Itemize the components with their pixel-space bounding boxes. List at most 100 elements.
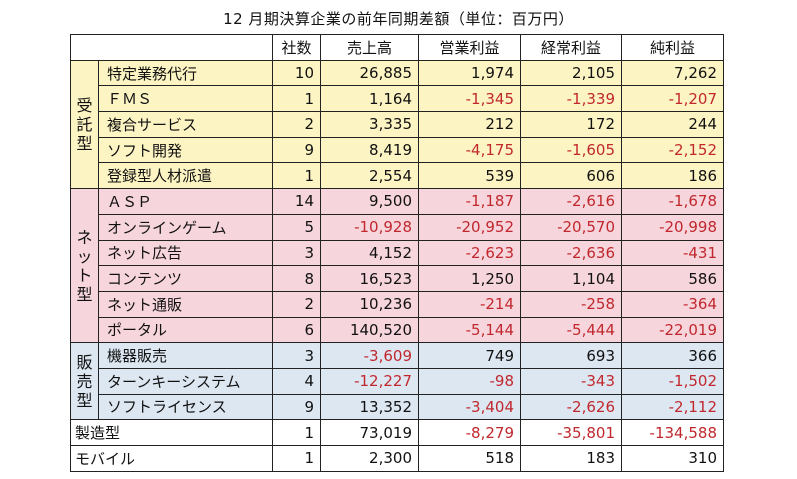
count-cell: 3 (272, 239, 321, 267)
net-profit-cell: -431 (621, 239, 724, 267)
table-row: オンラインゲーム 5 -10,928 -20,952 -20,570 -20,998 (71, 213, 724, 241)
group-label: 受託型 (70, 59, 99, 190)
count-cell: 5 (272, 213, 321, 241)
table-row: ネット型 ＡＳＰ 14 9,500 -1,187 -2,616 -1,678 (70, 188, 724, 344)
ordinary-profit-cell: -20,570 (520, 213, 622, 241)
row-name-cell: オンラインゲーム (98, 213, 273, 241)
row-name-cell: 特定業務代行 (98, 59, 273, 87)
table-row: 販売型 機器販売 3 -3,609 749 693 366 (70, 342, 724, 421)
table-row: 製造型 1 73,019 -8,279 -35,801 -134,588 (70, 419, 724, 446)
net-profit-cell: -134,588 (621, 419, 724, 446)
ordinary-profit-cell: -1,605 (520, 136, 622, 164)
ordinary-profit-cell: -2,636 (520, 239, 622, 267)
row-name-cell: コンテンツ (98, 265, 273, 292)
row-name-cell: 複合サービス (98, 111, 273, 138)
group-label-text: 販売型 (76, 352, 93, 410)
table-row: ネット通販 2 10,236 -214 -258 -364 (71, 290, 724, 318)
ordinary-profit-cell: -2,626 (520, 393, 622, 421)
sales-cell: 9,500 (320, 188, 419, 215)
group-label-text: 受託型 (76, 95, 93, 153)
ordinary-profit-cell: -35,801 (520, 419, 622, 446)
operating-profit-cell: 749 (418, 342, 521, 369)
ordinary-profit-cell: -258 (520, 290, 622, 318)
sales-cell: 2,554 (320, 162, 419, 190)
operating-profit-cell: -3,404 (418, 393, 521, 421)
sales-cell: 13,352 (320, 393, 419, 421)
row-name-cell: 機器販売 (98, 342, 273, 369)
header-sales: 売上高 (320, 34, 419, 61)
ordinary-profit-cell: -5,444 (520, 316, 622, 344)
net-profit-cell: -2,152 (621, 136, 724, 164)
count-cell: 4 (272, 367, 321, 395)
ordinary-profit-cell: 2,105 (520, 59, 622, 87)
row-name-cell: ソフト開発 (98, 136, 273, 164)
ordinary-profit-cell: 183 (520, 445, 622, 472)
sales-cell: 73,019 (320, 419, 419, 446)
sales-cell: -10,928 (320, 213, 419, 241)
ordinary-profit-cell: 693 (520, 342, 622, 369)
header-operating-profit: 営業利益 (418, 34, 521, 61)
row-name-cell: ネット通販 (98, 290, 273, 318)
row-name-cell: ポータル (98, 316, 273, 344)
net-profit-cell: -20,998 (621, 213, 724, 241)
net-profit-cell: 244 (621, 111, 724, 138)
operating-profit-cell: -214 (418, 290, 521, 318)
sales-cell: 3,335 (320, 111, 419, 138)
count-cell: 6 (272, 316, 321, 344)
table-row: ソフト開発 9 8,419 -4,175 -1,605 -2,152 (71, 136, 724, 164)
count-cell: 2 (272, 111, 321, 138)
sales-cell: 26,885 (320, 59, 419, 87)
net-profit-cell: -22,019 (621, 316, 724, 344)
net-profit-cell: 366 (621, 342, 724, 369)
net-profit-cell: 586 (621, 265, 724, 292)
table-row: コンテンツ 8 16,523 1,250 1,104 586 (71, 265, 724, 292)
ordinary-profit-cell: 606 (520, 162, 622, 190)
results-table: 社数 売上高 営業利益 経常利益 純利益 受託型 特定業務代行 10 26,885 1,… (70, 34, 724, 472)
net-profit-cell: 186 (621, 162, 724, 190)
sales-cell: -12,227 (320, 367, 419, 395)
operating-profit-cell: 539 (418, 162, 521, 190)
header-ordinary-profit: 経常利益 (520, 34, 622, 61)
sales-cell: -3,609 (320, 342, 419, 369)
table-row: 受託型 特定業務代行 10 26,885 1,974 2,105 7,262 (70, 59, 724, 190)
operating-profit-cell: 212 (418, 111, 521, 138)
sales-cell: 1,164 (320, 85, 419, 113)
row-name-cell: ＦＭＳ (98, 85, 273, 113)
count-cell: 1 (272, 85, 321, 113)
net-profit-cell: -364 (621, 290, 724, 318)
table-row: モバイル 1 2,300 518 183 310 (70, 445, 724, 472)
net-profit-cell: 310 (621, 445, 724, 472)
operating-profit-cell: -1,345 (418, 85, 521, 113)
operating-profit-cell: -20,952 (418, 213, 521, 241)
net-profit-cell: -1,207 (621, 85, 724, 113)
group-label: 販売型 (70, 342, 99, 421)
net-profit-cell: 7,262 (621, 59, 724, 87)
table-row: ネット広告 3 4,152 -2,623 -2,636 -431 (71, 239, 724, 267)
table-row: ターンキーシステム 4 -12,227 -98 -343 -1,502 (71, 367, 724, 395)
operating-profit-cell: -8,279 (418, 419, 521, 446)
operating-profit-cell: 518 (418, 445, 521, 472)
row-name-cell: ターンキーシステム (98, 367, 273, 395)
table-row: ソフトライセンス 9 13,352 -3,404 -2,626 -2,112 (71, 393, 724, 421)
group-label: ネット型 (70, 188, 99, 344)
sales-cell: 140,520 (320, 316, 419, 344)
net-profit-cell: -1,678 (621, 188, 724, 215)
operating-profit-cell: -98 (418, 367, 521, 395)
count-cell: 9 (272, 393, 321, 421)
count-cell: 10 (272, 59, 321, 87)
operating-profit-cell: -1,187 (418, 188, 521, 215)
operating-profit-cell: 1,250 (418, 265, 521, 292)
operating-profit-cell: -4,175 (418, 136, 521, 164)
group-label-text: ネット型 (76, 227, 93, 304)
sales-cell: 8,419 (320, 136, 419, 164)
row-name-cell: ネット広告 (98, 239, 273, 267)
count-cell: 2 (272, 290, 321, 318)
row-name-cell: ソフトライセンス (98, 393, 273, 421)
count-cell: 1 (272, 419, 321, 446)
table-row: ポータル 6 140,520 -5,144 -5,444 -22,019 (71, 316, 724, 344)
table-title: 12 月期決算企業の前年同期差額（単位：百万円） (223, 10, 574, 28)
operating-profit-cell: -5,144 (418, 316, 521, 344)
table-row: ＦＭＳ 1 1,164 -1,345 -1,339 -1,207 (71, 85, 724, 113)
header-row: 社数 売上高 営業利益 経常利益 純利益 (70, 34, 724, 61)
sales-cell: 16,523 (320, 265, 419, 292)
